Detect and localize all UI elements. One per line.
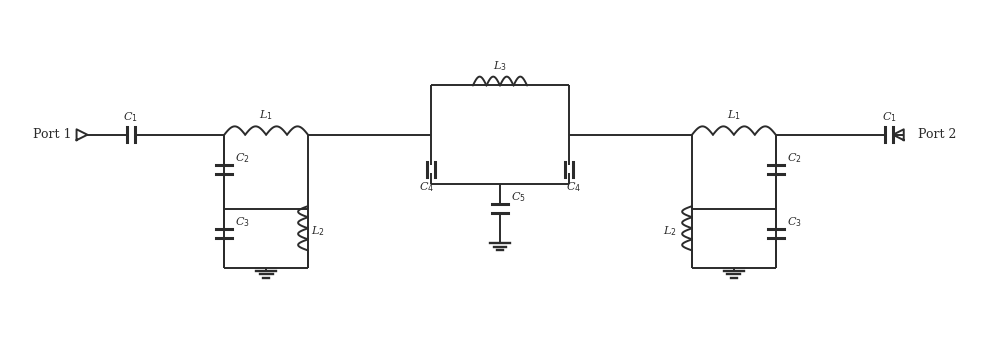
Text: L$_1$: L$_1$ [259,108,273,122]
Text: C$_1$: C$_1$ [123,110,138,124]
Text: L$_1$: L$_1$ [727,108,741,122]
Text: C$_1$: C$_1$ [882,110,896,124]
Text: Port 2: Port 2 [918,128,956,141]
Text: L$_2$: L$_2$ [663,224,677,238]
Text: C$_2$: C$_2$ [787,151,801,165]
Text: C$_5$: C$_5$ [511,190,526,204]
Text: C$_2$: C$_2$ [235,151,250,165]
Text: C$_4$: C$_4$ [566,180,581,194]
Text: L$_2$: L$_2$ [311,224,325,238]
Text: C$_4$: C$_4$ [419,180,434,194]
Text: L$_3$: L$_3$ [493,59,507,73]
Text: C$_3$: C$_3$ [235,215,250,229]
Text: Port 1: Port 1 [33,128,72,141]
Text: C$_3$: C$_3$ [787,215,801,229]
